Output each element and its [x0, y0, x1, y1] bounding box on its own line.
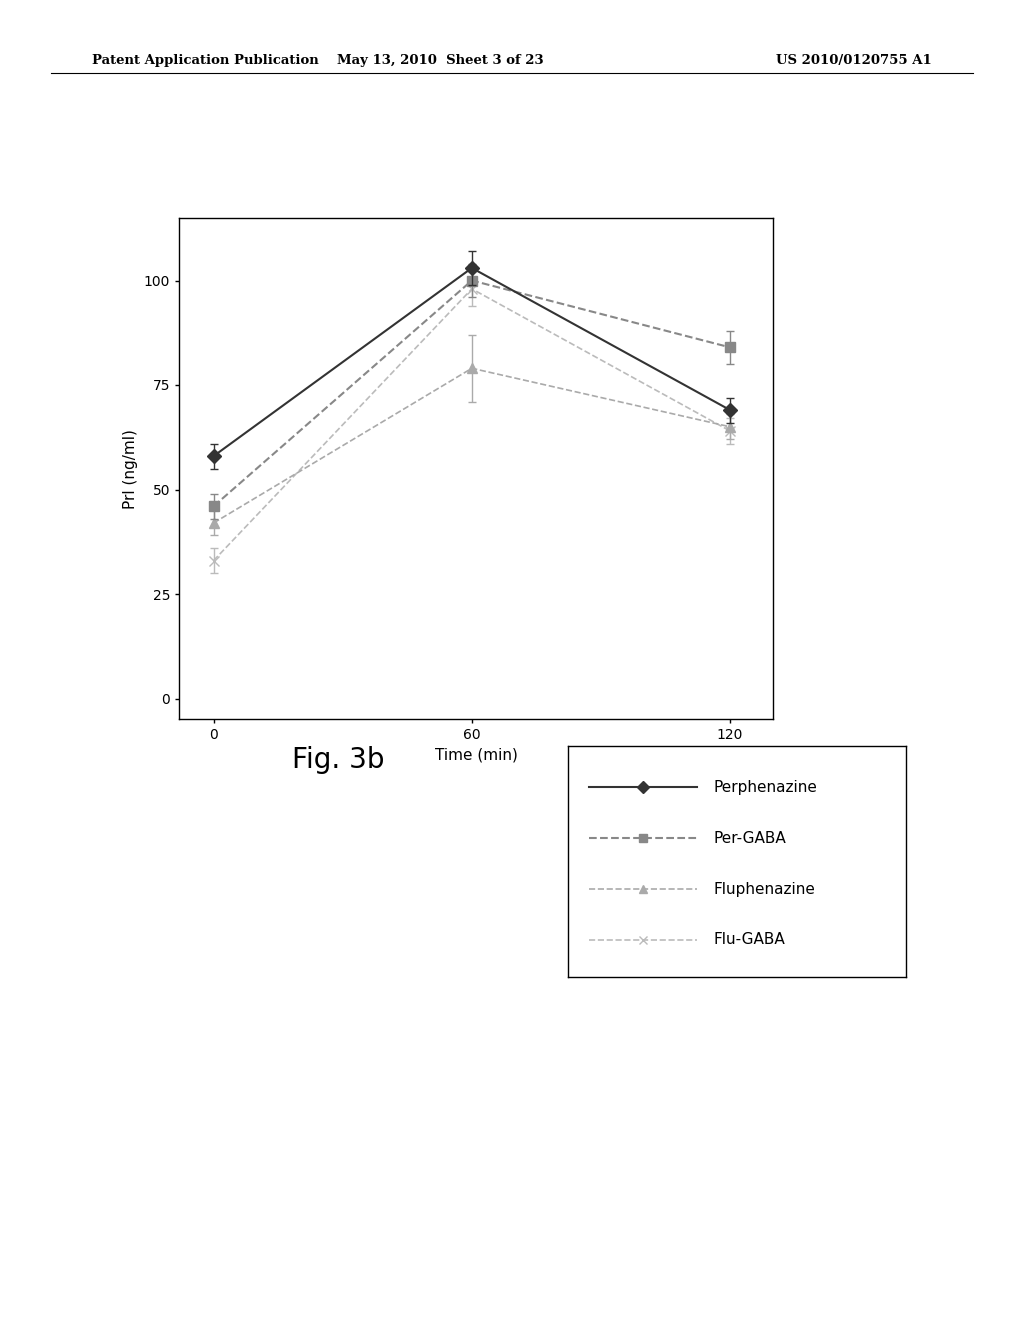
Text: Fig. 3b: Fig. 3b — [292, 746, 384, 774]
X-axis label: Time (min): Time (min) — [435, 748, 517, 763]
Text: US 2010/0120755 A1: US 2010/0120755 A1 — [776, 54, 932, 67]
Text: Fluphenazine: Fluphenazine — [714, 882, 815, 896]
Text: Perphenazine: Perphenazine — [714, 780, 817, 795]
Text: Flu-GABA: Flu-GABA — [714, 932, 785, 948]
Text: Patent Application Publication: Patent Application Publication — [92, 54, 318, 67]
Text: Per-GABA: Per-GABA — [714, 830, 786, 846]
Text: May 13, 2010  Sheet 3 of 23: May 13, 2010 Sheet 3 of 23 — [337, 54, 544, 67]
Y-axis label: Prl (ng/ml): Prl (ng/ml) — [123, 429, 138, 508]
